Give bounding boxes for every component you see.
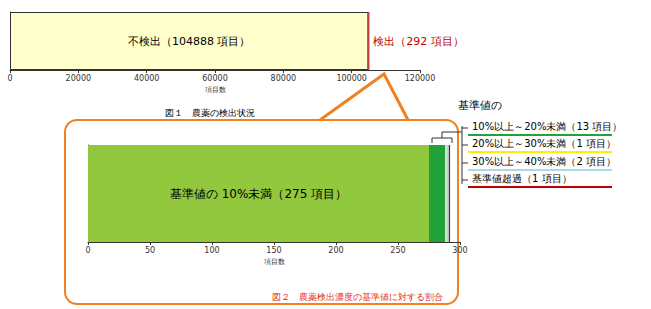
svg-text:基準値超過（1 項目）: 基準値超過（1 項目）: [472, 173, 572, 184]
svg-text:100: 100: [204, 246, 219, 255]
svg-text:60000: 60000: [202, 74, 227, 83]
svg-text:項目数: 項目数: [204, 86, 226, 94]
svg-text:100000: 100000: [336, 74, 367, 83]
svg-text:10%以上～20%未満（13 項目）: 10%以上～20%未満（13 項目）: [472, 121, 622, 132]
svg-text:80000: 80000: [271, 74, 296, 83]
svg-text:250: 250: [390, 246, 405, 255]
svg-text:基準値の 10%未満（275 項目）: 基準値の 10%未満（275 項目）: [170, 187, 347, 201]
svg-text:検出（292 項目）: 検出（292 項目）: [373, 35, 464, 48]
svg-text:40000: 40000: [134, 74, 159, 83]
svg-text:30%以上～40%未満（2 項目）: 30%以上～40%未満（2 項目）: [472, 156, 616, 167]
svg-text:0: 0: [85, 246, 90, 255]
svg-text:20000: 20000: [66, 74, 91, 83]
svg-text:図１ 農薬の検出状況: 図１ 農薬の検出状況: [165, 108, 255, 118]
svg-text:図２ 農薬検出濃度の基準値に対する割合: 図２ 農薬検出濃度の基準値に対する割合: [272, 292, 443, 302]
svg-text:基準値の: 基準値の: [458, 99, 502, 112]
svg-text:0: 0: [7, 74, 12, 83]
svg-text:20%以上～30%未満（1 項目）: 20%以上～30%未満（1 項目）: [472, 138, 616, 149]
svg-text:120000: 120000: [405, 74, 436, 83]
svg-text:150: 150: [266, 246, 281, 255]
svg-text:300: 300: [452, 246, 467, 255]
svg-text:50: 50: [145, 246, 155, 255]
svg-text:不検出（104888 項目）: 不検出（104888 項目）: [128, 35, 251, 48]
svg-text:項目数: 項目数: [263, 258, 285, 266]
svg-text:200: 200: [328, 246, 343, 255]
